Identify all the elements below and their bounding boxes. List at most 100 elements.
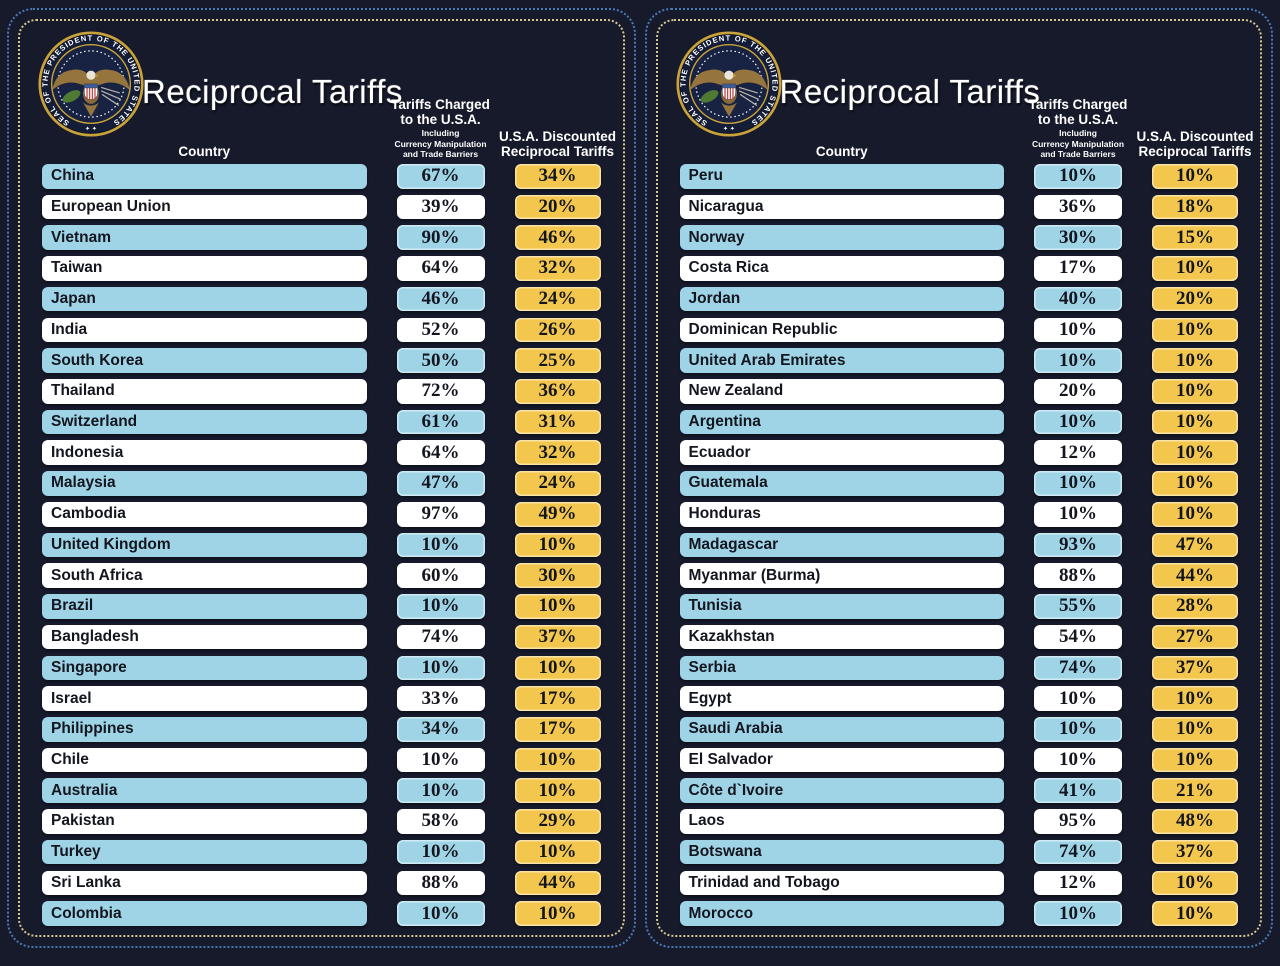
discount-column-header: U.S.A. Discounted Reciprocal Tariffs <box>498 128 616 160</box>
table-row: Côte d`Ivoire 41% 21% <box>679 778 1238 803</box>
discounted-tariff-cell: 37% <box>514 624 601 650</box>
country-cell: Costa Rica <box>679 256 1004 281</box>
table-row: Malaysia 47% 24% <box>42 471 601 496</box>
country-cell: Laos <box>679 809 1004 834</box>
panel-header: Reciprocal Tariffs Country Tariffs Charg… <box>38 27 616 164</box>
discounted-tariff-cell: 10% <box>1152 471 1238 496</box>
charged-tariff-cell: 40% <box>1034 286 1122 312</box>
discounted-tariff-cell: 36% <box>514 379 601 404</box>
discounted-tariff-cell: 48% <box>1152 809 1238 834</box>
table-row: Argentina 10% 10% <box>679 409 1238 435</box>
country-cell: Morocco <box>679 901 1004 926</box>
table-row: Kazakhstan 54% 27% <box>679 624 1238 650</box>
charged-tariff-cell: 47% <box>396 471 485 496</box>
discounted-tariff-cell: 28% <box>1152 594 1238 619</box>
country-cell: Argentina <box>679 409 1004 435</box>
charged-tariff-cell: 10% <box>396 901 485 926</box>
charged-tariff-cell: 58% <box>396 809 485 834</box>
country-cell: Chile <box>42 747 367 773</box>
country-cell: Ecuador <box>679 440 1004 466</box>
tariff-rows-left: China 67% 34% European Union 39% 20% Vie… <box>42 164 601 926</box>
charged-tariff-cell: 74% <box>1034 839 1122 865</box>
table-row: Japan 46% 24% <box>42 286 601 312</box>
table-row: United Arab Emirates 10% 10% <box>679 348 1238 373</box>
discounted-tariff-cell: 47% <box>1152 532 1238 558</box>
country-cell: Tunisia <box>679 594 1004 619</box>
column-headers: Country Tariffs Charged to the U.S.A. In… <box>42 96 616 160</box>
charged-tariff-cell: 10% <box>1034 348 1122 373</box>
discounted-tariff-cell: 10% <box>514 532 601 558</box>
country-cell: Thailand <box>42 379 367 404</box>
country-cell: Bangladesh <box>42 624 367 650</box>
country-cell: Malaysia <box>42 471 367 496</box>
table-row: Morocco 10% 10% <box>679 901 1238 926</box>
table-row: Taiwan 64% 32% <box>42 256 601 281</box>
table-row: India 52% 26% <box>42 317 601 343</box>
country-cell: El Salvador <box>679 747 1004 773</box>
country-cell: Guatemala <box>679 471 1004 496</box>
country-cell: Brazil <box>42 594 367 619</box>
table-row: Guatemala 10% 10% <box>679 471 1238 496</box>
charged-tariff-cell: 10% <box>396 594 485 619</box>
charged-tariff-cell: 10% <box>396 655 485 681</box>
table-row: Jordan 40% 20% <box>679 286 1238 312</box>
charged-column-header: Tariffs Charged to the U.S.A. Including … <box>1028 96 1128 160</box>
charged-tariff-cell: 10% <box>1034 471 1122 496</box>
charged-tariff-cell: 10% <box>396 532 485 558</box>
charged-tariff-cell: 46% <box>396 286 485 312</box>
charged-column-header: Tariffs Charged to the U.S.A. Including … <box>391 96 490 160</box>
country-cell: Jordan <box>679 286 1004 312</box>
charged-tariff-cell: 10% <box>1034 747 1122 773</box>
charged-tariff-cell: 10% <box>396 747 485 773</box>
country-cell: Turkey <box>42 839 367 865</box>
table-row: Tunisia 55% 28% <box>679 594 1238 619</box>
discounted-tariff-cell: 32% <box>514 256 601 281</box>
charged-tariff-cell: 10% <box>1034 686 1122 711</box>
table-row: Costa Rica 17% 10% <box>679 256 1238 281</box>
table-row: South Korea 50% 25% <box>42 348 601 373</box>
charged-tariff-cell: 20% <box>1034 379 1122 404</box>
country-cell: Cambodia <box>42 501 367 527</box>
country-cell: Nicaragua <box>679 194 1004 220</box>
discounted-tariff-cell: 10% <box>1152 164 1238 189</box>
charged-tariff-cell: 39% <box>396 194 485 220</box>
discounted-tariff-cell: 18% <box>1152 194 1238 220</box>
country-cell: Peru <box>679 164 1004 189</box>
charged-tariff-cell: 67% <box>396 164 485 189</box>
charged-tariff-cell: 10% <box>1034 501 1122 527</box>
table-row: Trinidad and Tobago 12% 10% <box>679 870 1238 896</box>
charged-tariff-cell: 36% <box>1034 194 1122 220</box>
country-cell: Norway <box>679 225 1004 251</box>
table-row: New Zealand 20% 10% <box>679 379 1238 404</box>
charged-tariff-cell: 61% <box>396 409 485 435</box>
discounted-tariff-cell: 20% <box>514 194 601 220</box>
discounted-tariff-cell: 10% <box>1152 501 1238 527</box>
discounted-tariff-cell: 17% <box>514 716 601 742</box>
table-row: Australia 10% 10% <box>42 778 601 803</box>
discounted-tariff-cell: 26% <box>514 317 601 343</box>
charged-tariff-cell: 17% <box>1034 256 1122 281</box>
country-cell: Serbia <box>679 655 1004 681</box>
country-cell: Taiwan <box>42 256 367 281</box>
table-row: Indonesia 64% 32% <box>42 440 601 466</box>
charged-tariff-cell: 10% <box>1034 716 1122 742</box>
charged-tariff-cell: 34% <box>396 716 485 742</box>
charged-tariff-cell: 30% <box>1034 225 1122 251</box>
charged-tariff-cell: 10% <box>396 839 485 865</box>
charged-tariff-cell: 10% <box>396 778 485 803</box>
discounted-tariff-cell: 10% <box>1152 256 1238 281</box>
discounted-tariff-cell: 10% <box>514 778 601 803</box>
discounted-tariff-cell: 44% <box>514 870 601 896</box>
country-cell: India <box>42 317 367 343</box>
country-cell: Singapore <box>42 655 367 681</box>
charged-tariff-cell: 64% <box>396 256 485 281</box>
country-cell: Dominican Republic <box>679 317 1004 343</box>
charged-tariff-cell: 90% <box>396 225 485 251</box>
column-headers: Country Tariffs Charged to the U.S.A. In… <box>680 96 1254 160</box>
country-cell: Pakistan <box>42 809 367 834</box>
country-column-header: Country <box>178 144 231 160</box>
discount-column-header: U.S.A. Discounted Reciprocal Tariffs <box>1136 128 1254 160</box>
discounted-tariff-cell: 20% <box>1152 286 1238 312</box>
charged-tariff-cell: 64% <box>396 440 485 466</box>
table-row: Bangladesh 74% 37% <box>42 624 601 650</box>
